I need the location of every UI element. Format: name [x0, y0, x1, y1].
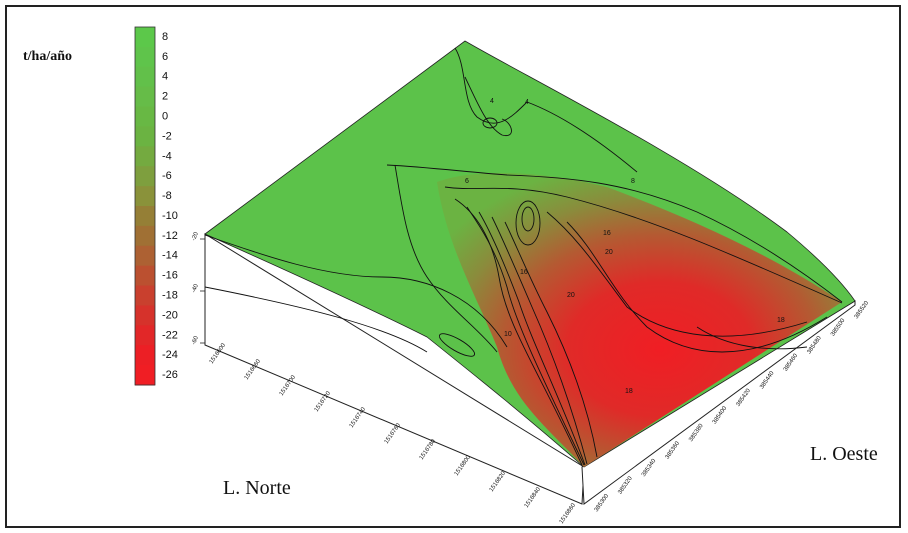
colorbar-swatch — [135, 245, 155, 267]
z-tick-label: -40 — [191, 283, 200, 294]
contour-label: 4 — [490, 98, 494, 105]
colorbar-tick-label: 4 — [162, 71, 168, 83]
colorbar-swatch — [135, 305, 155, 326]
colorbar: 8 6 4 2 0 -2 -4 -6 -8 -10 -12 -14 -16 -18 -20 -22 -24 -26 — [134, 26, 178, 386]
colorbar-tick-label: -20 — [162, 309, 178, 321]
colorbar-tick-label: -22 — [162, 329, 178, 341]
chart-frame: t/ha/año L. Norte L. Oeste — [5, 5, 901, 528]
surface-red-zone — [437, 172, 842, 467]
colorbar-swatch — [135, 106, 155, 127]
x-tick-label: 1516800 — [454, 454, 473, 477]
colorbar-swatch — [135, 86, 155, 108]
contour-label: 4 — [525, 99, 529, 106]
colorbar-tick-label: -4 — [162, 150, 172, 162]
colorbar-tick-label: -14 — [162, 250, 178, 262]
colorbar-swatch — [135, 225, 155, 247]
colorbar-swatch — [135, 166, 155, 187]
colorbar-tick-label: -6 — [162, 170, 172, 182]
z-axis-ticks: -20 -40 -60 — [191, 231, 205, 346]
y-tick-label: 385520 — [854, 300, 871, 320]
colorbar-tick-label: -10 — [162, 210, 178, 222]
contour-label: 20 — [567, 292, 575, 299]
y-axis-title: L. Oeste — [810, 443, 878, 465]
colorbar-tick-label: 0 — [162, 110, 168, 122]
x-tick-label: 1516780 — [419, 438, 438, 461]
contour-label: 18 — [625, 388, 633, 395]
x-tick-label: 1516840 — [524, 486, 543, 509]
colorbar-border — [134, 26, 156, 386]
colorbar-tick-label: -8 — [162, 190, 172, 202]
box-walls — [204, 233, 856, 505]
colorbar-tick-label: -24 — [162, 349, 178, 361]
colorbar-tick-label: -18 — [162, 289, 178, 301]
x-tick-label: 1516760 — [384, 422, 403, 445]
colorbar-tick-label: -16 — [162, 270, 178, 282]
colorbar-tick-label: 6 — [162, 51, 168, 63]
contour-label: 6 — [465, 178, 469, 185]
colorbar-swatch — [135, 27, 155, 48]
colorbar-swatch — [135, 285, 155, 306]
contour-labels: 4 4 6 8 10 16 16 18 18 20 20 — [465, 98, 785, 395]
contour-label: 8 — [631, 178, 635, 185]
colorbar-tick-label: 8 — [162, 31, 168, 43]
y-tick-label: 385300 — [594, 493, 611, 513]
colorbar-swatch — [135, 146, 155, 167]
colorbar-swatch — [135, 265, 155, 287]
colorbar-tick-label: -12 — [162, 230, 178, 242]
colorbar-swatch — [135, 365, 155, 386]
colorbar-tick-label: -2 — [162, 130, 172, 142]
colorbar-swatch — [135, 66, 155, 88]
colorbar-swatch — [135, 325, 155, 346]
colorbar-tick-label: -26 — [162, 369, 178, 381]
surface-chart: 4 4 6 8 10 16 16 18 18 20 20 86420-2-4-6… — [134, 26, 871, 525]
colorbar-swatch — [135, 186, 155, 207]
contour-label: 10 — [504, 331, 512, 338]
x-tick-label: 1516820 — [489, 470, 508, 493]
colorbar-swatch — [135, 206, 155, 227]
colorbar-swatch — [135, 126, 155, 147]
z-tick-label: -60 — [191, 335, 200, 346]
colorbar-tick-label: 2 — [162, 91, 168, 103]
x-axis-title: L. Norte — [223, 477, 291, 499]
contour-label: 20 — [605, 249, 613, 256]
x-tick-label: 1516860 — [559, 502, 578, 525]
contour-label: 18 — [777, 317, 785, 324]
unit-label: t/ha/año — [23, 49, 73, 64]
contour-label: 16 — [520, 269, 528, 276]
colorbar-swatch — [135, 46, 155, 68]
colorbar-swatch — [135, 345, 155, 366]
contour-label: 16 — [603, 230, 611, 237]
contour-lines — [204, 47, 843, 466]
z-tick-label: -20 — [191, 231, 200, 242]
